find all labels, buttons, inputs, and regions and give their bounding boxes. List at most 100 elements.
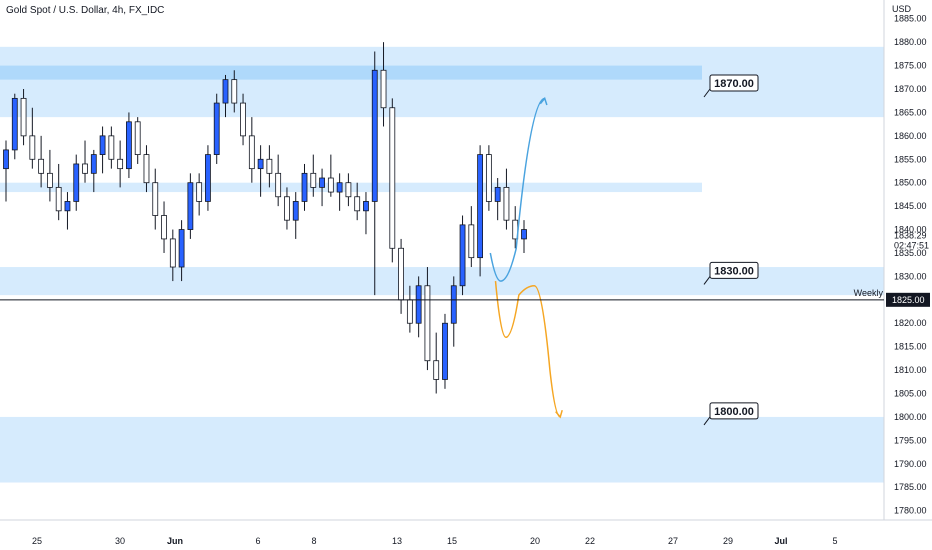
candle: [248, 117, 255, 183]
candle: [29, 107, 36, 169]
callout-text: 1830.00: [714, 265, 754, 277]
time-tick: 29: [723, 536, 733, 546]
weekly-tag-bg: [886, 292, 930, 307]
candle-body: [82, 163, 88, 174]
candle: [301, 163, 308, 211]
callout-text: 1870.00: [714, 78, 754, 90]
weekly-line: Weekly 1825.00: [0, 288, 930, 307]
callout-text: 1800.00: [714, 406, 754, 418]
price-tick: 1830.00: [894, 271, 927, 281]
candle: [424, 267, 431, 371]
price-tick: 1805.00: [894, 389, 927, 399]
candle-body: [117, 158, 124, 170]
candle-body: [327, 177, 334, 193]
candle: [327, 154, 334, 197]
candle-body: [319, 177, 325, 188]
last-price-value: 1838.29: [894, 231, 927, 241]
candle: [205, 145, 211, 211]
time-tick: 25: [32, 536, 42, 546]
candle: [284, 187, 290, 230]
candle-body: [205, 154, 211, 202]
candle: [143, 145, 150, 193]
price-tick: 1840.00: [894, 225, 927, 235]
weekly-tag: 1825.00: [892, 295, 925, 305]
time-axis[interactable]: 25 30 Jun 6 8 13 15 20 22 27 29 Jul 5: [32, 536, 838, 546]
price-tick: 1885.00: [894, 14, 927, 24]
candle: [450, 276, 457, 347]
candle-body: [415, 285, 422, 324]
blue-arrow-head: [539, 96, 548, 106]
candle-body: [178, 229, 185, 268]
candle: [240, 93, 246, 146]
price-tick: 1795.00: [894, 435, 927, 445]
price-tick: 1780.00: [894, 506, 927, 516]
candle-body: [3, 149, 9, 170]
candle: [468, 206, 475, 268]
price-axis[interactable]: 1780.00 1785.00 1790.00 1795.00 1800.00 1805.…: [894, 14, 927, 516]
candle: [134, 117, 141, 164]
candle: [152, 168, 159, 230]
candle: [363, 192, 369, 235]
time-tick: 27: [668, 536, 678, 546]
candle-body: [46, 172, 53, 188]
candle: [292, 192, 299, 239]
candle-body: [468, 224, 475, 259]
candle: [266, 145, 273, 188]
candle-body: [108, 135, 115, 160]
candle: [82, 140, 88, 183]
level-labels: 1870.00 1830.00 1800.00: [703, 74, 759, 426]
candle: [275, 154, 282, 207]
candle: [20, 89, 27, 146]
candle: [161, 201, 167, 253]
candle: [99, 126, 106, 174]
candle: [503, 168, 510, 230]
candle-body: [406, 299, 413, 324]
candle-body: [485, 154, 492, 202]
candle-body: [248, 135, 255, 170]
time-tick: 13: [392, 536, 402, 546]
candle-body: [161, 215, 167, 240]
candle: [73, 154, 80, 211]
candle-body: [301, 172, 308, 202]
candle-body: [99, 135, 106, 155]
candle: [433, 332, 440, 394]
price-tick: 1785.00: [894, 482, 927, 492]
candle: [117, 140, 124, 188]
candle-body: [266, 158, 273, 174]
candle-body: [134, 121, 141, 155]
callout-pointer: [703, 88, 711, 98]
candle-body: [222, 79, 229, 104]
candle-body: [213, 102, 220, 155]
candle: [90, 149, 97, 193]
candle: [38, 135, 45, 188]
time-tick: 20: [530, 536, 540, 546]
candle-body: [336, 182, 343, 193]
time-tick: 15: [447, 536, 457, 546]
candle-body: [38, 158, 45, 174]
candle-body: [424, 285, 431, 362]
weekly-label: Weekly: [854, 288, 884, 298]
time-tick: 8: [311, 536, 316, 546]
candle: [169, 229, 176, 282]
time-tick: 5: [832, 536, 837, 546]
candle: [64, 192, 71, 230]
candle: [11, 93, 18, 160]
candle: [222, 74, 229, 118]
price-tick: 1790.00: [894, 459, 927, 469]
candle-body: [64, 201, 71, 212]
candle: [459, 215, 466, 296]
zone-1: [0, 65, 702, 80]
candle-body: [275, 172, 282, 198]
candle: [354, 182, 361, 221]
candle: [3, 140, 9, 202]
orange-arrow-head: [555, 410, 563, 419]
price-tick: 1845.00: [894, 201, 927, 211]
candle-body: [169, 238, 176, 268]
candle: [257, 145, 264, 197]
callout-box: [709, 261, 759, 279]
symbol-title[interactable]: Gold Spot / U.S. Dollar, 4h, FX_IDC: [6, 5, 165, 16]
candle: [108, 126, 115, 169]
candle-body: [240, 102, 246, 137]
